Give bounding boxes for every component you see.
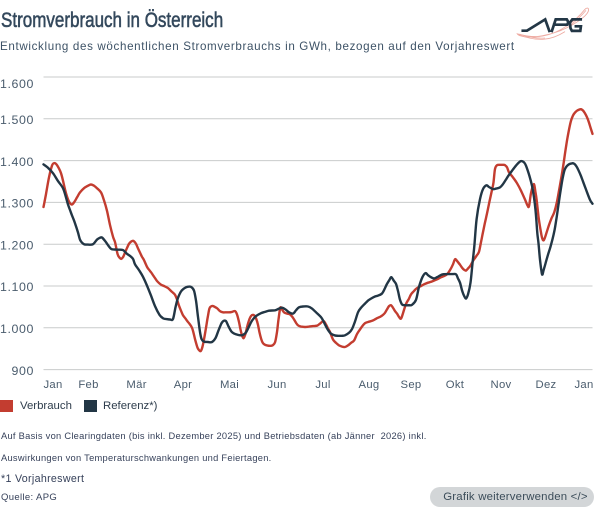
svg-text:1.400: 1.400 [0,155,34,169]
svg-text:Apr: Apr [174,379,192,391]
svg-text:1.300: 1.300 [0,197,34,211]
svg-text:1.100: 1.100 [0,280,34,294]
svg-text:1.000: 1.000 [0,322,34,336]
svg-text:1.600: 1.600 [0,77,34,91]
svg-text:Mär: Mär [126,379,146,391]
svg-text:Jan: Jan [574,379,593,391]
svg-text:900: 900 [12,364,34,378]
svg-text:Mai: Mai [220,379,239,391]
svg-text:Nov: Nov [491,379,512,391]
svg-text:Jan: Jan [43,379,62,391]
svg-text:1.200: 1.200 [0,238,34,252]
svg-text:Okt: Okt [446,379,465,391]
svg-text:Jun: Jun [267,379,286,391]
svg-text:Dez: Dez [536,379,557,391]
svg-text:Jul: Jul [315,379,330,391]
svg-text:1.500: 1.500 [0,113,34,127]
svg-text:Aug: Aug [358,379,379,391]
svg-text:Sep: Sep [400,379,421,391]
svg-text:Feb: Feb [78,379,98,391]
